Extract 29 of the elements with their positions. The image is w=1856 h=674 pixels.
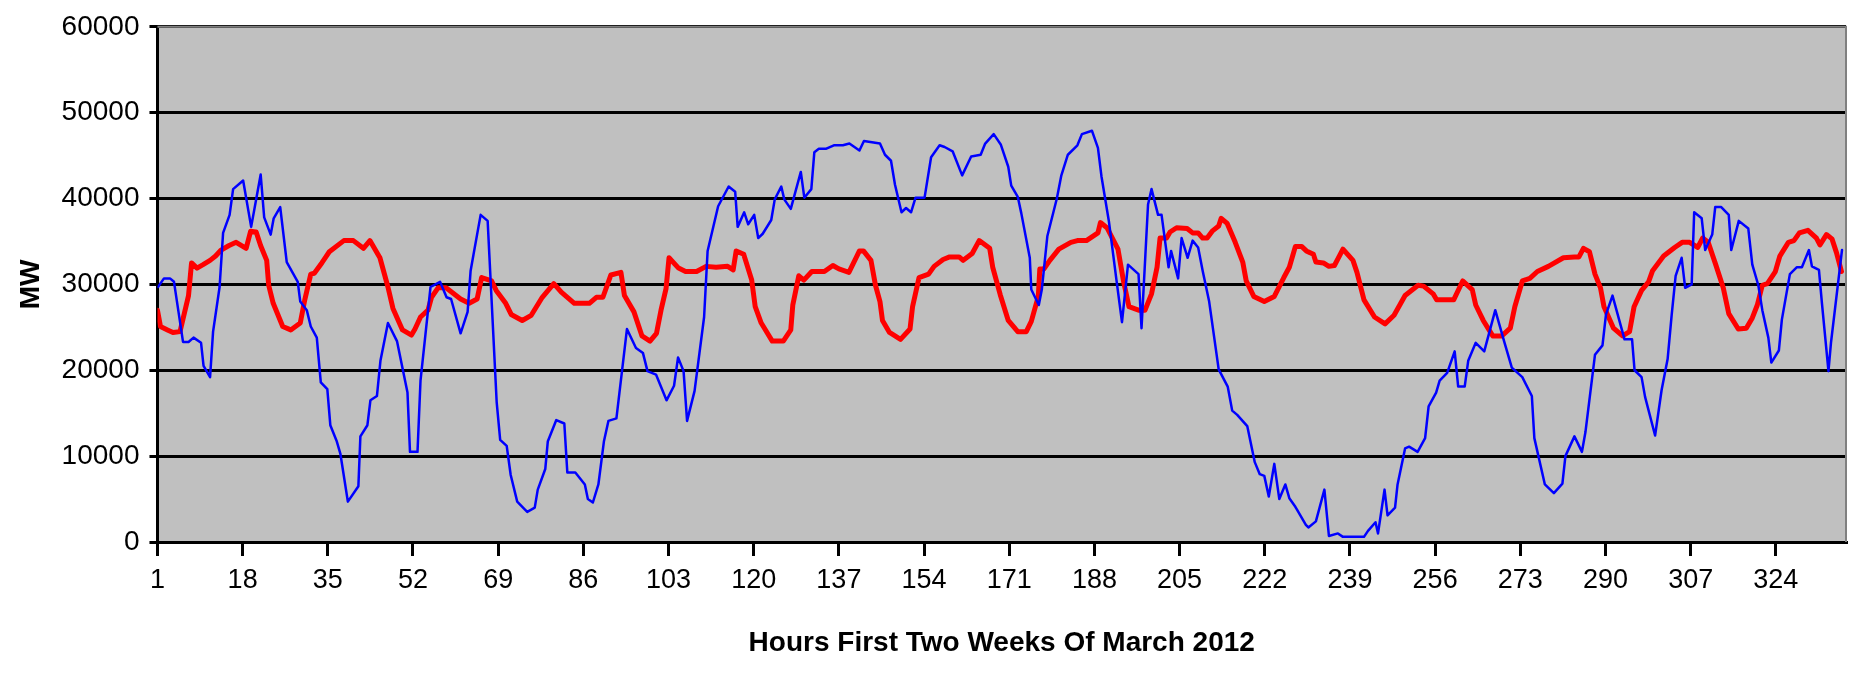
x-tick-label: 307 (1668, 563, 1714, 594)
y-tick-label: 50000 (61, 95, 140, 127)
x-tick-label: 324 (1753, 563, 1799, 594)
x-tick-label: 18 (227, 563, 258, 594)
x-tick-label: 222 (1242, 563, 1288, 594)
x-tick-label: 290 (1582, 563, 1629, 594)
x-tick-label: 137 (816, 563, 862, 594)
x-tick-label: 205 (1157, 563, 1203, 594)
x-tick-label: 256 (1412, 563, 1458, 594)
x-tick-label: 35 (312, 563, 343, 594)
x-tick-label: 1 (149, 563, 165, 594)
y-tick-label: 40000 (61, 181, 140, 213)
x-tick-label: 86 (568, 563, 599, 594)
y-tick-label: 10000 (61, 438, 140, 470)
x-axis-title: Hours First Two Weeks Of March 2012 (748, 625, 1255, 657)
x-tick-label: 273 (1497, 563, 1543, 594)
y-tick-label: 30000 (61, 267, 140, 299)
x-tick-label: 154 (901, 563, 947, 594)
y-tick-label: 20000 (61, 352, 140, 384)
x-tick-label: 171 (986, 563, 1032, 594)
x-tick-label: 239 (1327, 563, 1373, 594)
y-tick-label: 0 (123, 524, 140, 556)
x-tick-label: 188 (1071, 563, 1117, 594)
x-tick-label: 69 (483, 563, 514, 594)
y-axis-title: MW (13, 258, 45, 310)
x-tick-label: 103 (646, 563, 692, 594)
x-tick-label: 120 (731, 563, 777, 594)
y-tick-label: 60000 (61, 9, 140, 41)
x-tick-label: 52 (397, 563, 429, 594)
